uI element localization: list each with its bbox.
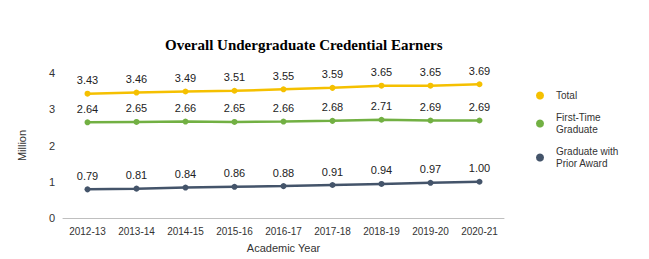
svg-text:0.81: 0.81 xyxy=(126,169,147,181)
svg-text:0.79: 0.79 xyxy=(77,170,98,182)
svg-text:Total: Total xyxy=(556,90,577,101)
svg-text:0: 0 xyxy=(49,212,55,224)
svg-text:2013-14: 2013-14 xyxy=(118,226,155,237)
svg-text:2015-16: 2015-16 xyxy=(216,226,253,237)
svg-text:2.65: 2.65 xyxy=(224,102,245,114)
svg-text:3.69: 3.69 xyxy=(469,65,490,77)
svg-text:Graduate with: Graduate with xyxy=(556,146,621,157)
svg-text:2016-17: 2016-17 xyxy=(265,226,302,237)
svg-text:Academic Year: Academic Year xyxy=(247,242,321,254)
svg-text:3.55: 3.55 xyxy=(273,70,294,82)
svg-text:2.65: 2.65 xyxy=(126,102,147,114)
svg-text:0.86: 0.86 xyxy=(224,167,245,179)
svg-text:0.84: 0.84 xyxy=(175,168,196,180)
svg-text:3.43: 3.43 xyxy=(77,74,98,86)
svg-text:0.97: 0.97 xyxy=(420,163,441,175)
svg-text:3.46: 3.46 xyxy=(126,73,147,85)
svg-text:2: 2 xyxy=(49,140,55,152)
svg-text:Overall Undergraduate Credenti: Overall Undergraduate Credential Earners xyxy=(165,37,443,53)
svg-text:3.65: 3.65 xyxy=(371,66,392,78)
svg-text:Prior Award: Prior Award xyxy=(556,158,608,169)
svg-text:2017-18: 2017-18 xyxy=(314,226,351,237)
svg-text:1.00: 1.00 xyxy=(469,162,490,174)
svg-text:2.68: 2.68 xyxy=(322,101,343,113)
svg-text:2020-21: 2020-21 xyxy=(461,226,498,237)
svg-text:3.49: 3.49 xyxy=(175,72,196,84)
svg-text:0.88: 0.88 xyxy=(273,167,294,179)
svg-text:First-Time: First-Time xyxy=(556,112,603,123)
svg-text:3.51: 3.51 xyxy=(224,71,245,83)
svg-text:2014-15: 2014-15 xyxy=(167,226,204,237)
svg-text:Graduate: Graduate xyxy=(556,124,598,135)
svg-text:0.91: 0.91 xyxy=(322,166,343,178)
svg-text:2.66: 2.66 xyxy=(175,102,196,114)
svg-text:2012-13: 2012-13 xyxy=(69,226,106,237)
svg-text:2.69: 2.69 xyxy=(420,101,441,113)
svg-text:Million: Million xyxy=(16,130,28,161)
svg-text:4: 4 xyxy=(49,67,55,79)
svg-text:3: 3 xyxy=(49,103,55,115)
svg-text:1: 1 xyxy=(49,176,55,188)
svg-text:2.66: 2.66 xyxy=(273,102,294,114)
svg-text:0.94: 0.94 xyxy=(371,164,392,176)
svg-text:2.71: 2.71 xyxy=(371,100,392,112)
svg-text:3.59: 3.59 xyxy=(322,68,343,80)
svg-text:2018-19: 2018-19 xyxy=(363,226,400,237)
svg-text:2.64: 2.64 xyxy=(77,103,98,115)
svg-text:2.69: 2.69 xyxy=(469,101,490,113)
svg-text:2019-20: 2019-20 xyxy=(412,226,449,237)
svg-text:3.65: 3.65 xyxy=(420,66,441,78)
